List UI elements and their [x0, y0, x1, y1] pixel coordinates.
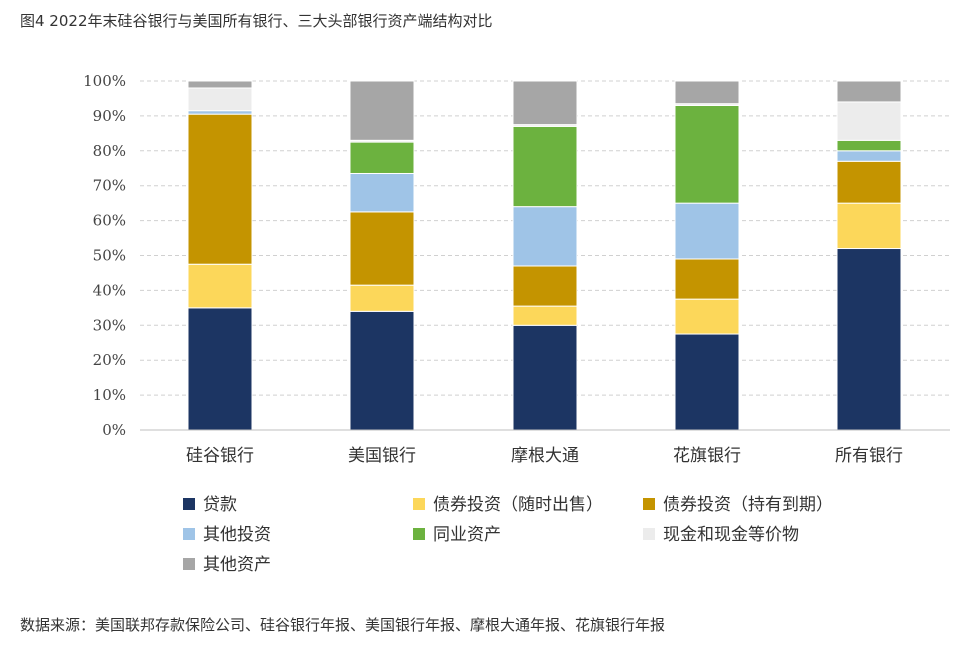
x-category-label: 美国银行	[348, 446, 416, 466]
bar-segment	[836, 101, 902, 141]
legend-swatch	[643, 528, 655, 540]
gridlines	[140, 80, 950, 396]
legend-label: 贷款	[203, 495, 237, 515]
legend-swatch	[183, 558, 195, 570]
bar-segment	[674, 258, 740, 300]
legend-swatch	[413, 498, 425, 510]
y-tick-label: 50%	[93, 247, 126, 265]
legend-swatch	[183, 528, 195, 540]
bar-segment	[512, 125, 578, 208]
y-tick-label: 10%	[93, 386, 126, 404]
legend-label: 现金和现金等价物	[663, 525, 799, 545]
legend-swatch	[413, 528, 425, 540]
y-tick-label: 90%	[93, 107, 126, 125]
y-tick-label: 70%	[93, 177, 126, 195]
bar-segment	[187, 113, 253, 265]
y-tick-label: 20%	[93, 351, 126, 369]
x-category-label: 花旗银行	[673, 446, 741, 466]
bar-segment	[836, 202, 902, 250]
bar-segment	[836, 248, 902, 431]
y-tick-label: 80%	[93, 142, 126, 160]
x-category-label: 摩根大通	[511, 446, 579, 466]
bar-segment	[836, 139, 902, 152]
y-tick-label: 60%	[93, 212, 126, 230]
legend-swatch	[183, 498, 195, 510]
y-tick-label: 40%	[93, 281, 126, 299]
bar-segment	[349, 80, 415, 141]
bar-segment	[187, 307, 253, 431]
y-tick-label: 100%	[83, 72, 126, 90]
bar-segment	[349, 172, 415, 213]
legend-label: 其他资产	[203, 555, 271, 575]
bar-segment	[836, 150, 902, 162]
bar-segment	[674, 104, 740, 204]
bar-segment	[674, 80, 740, 105]
data-source-note: 数据来源：美国联邦存款保险公司、硅谷银行年报、美国银行年报、摩根大通年报、花旗银…	[20, 616, 666, 634]
bar-segment	[349, 284, 415, 312]
x-category-label: 所有银行	[835, 446, 903, 466]
bar-segment	[836, 80, 902, 103]
legend-label: 债券投资（随时出售）	[433, 495, 603, 515]
legend: 贷款 债券投资（随时出售） 债券投资（持有到期） 其他投资 同业资产 现金和现金等价物其他…	[183, 495, 833, 575]
y-tick-label: 0%	[102, 421, 126, 439]
bars	[187, 80, 902, 431]
bar-segment	[512, 265, 578, 307]
bar-segment	[512, 80, 578, 126]
y-tick-label: 30%	[93, 316, 126, 334]
bar-segment	[349, 141, 415, 174]
legend-swatch	[643, 498, 655, 510]
bar-segment	[349, 310, 415, 431]
bar-segment	[349, 211, 415, 286]
legend-label: 同业资产	[433, 525, 501, 545]
bar-segment	[512, 206, 578, 267]
bar-segment	[836, 160, 902, 204]
legend-label: 债券投资（持有到期）	[663, 495, 833, 515]
stacked-bar-chart: 0% 10% 20% 30% 40% 50% 60% 70% 80% 90% 100% 硅谷银行 美国银…	[83, 72, 950, 575]
bar-segment	[187, 80, 253, 89]
bar-segment	[674, 298, 740, 335]
figure-title: 图4 2022年末硅谷银行与美国所有银行、三大头部银行资产端结构对比	[20, 12, 493, 30]
bar-segment	[187, 263, 253, 309]
bar-segment	[674, 333, 740, 431]
bar-segment	[512, 324, 578, 431]
bar-segment	[512, 305, 578, 326]
legend-label: 其他投资	[203, 525, 271, 545]
axes: 0% 10% 20% 30% 40% 50% 60% 70% 80% 90% 100% 硅谷银行 美国银…	[83, 72, 950, 466]
bar-segment	[187, 110, 253, 115]
bar-segment	[187, 87, 253, 112]
bar-segment	[674, 202, 740, 260]
x-category-label: 硅谷银行	[186, 446, 254, 466]
